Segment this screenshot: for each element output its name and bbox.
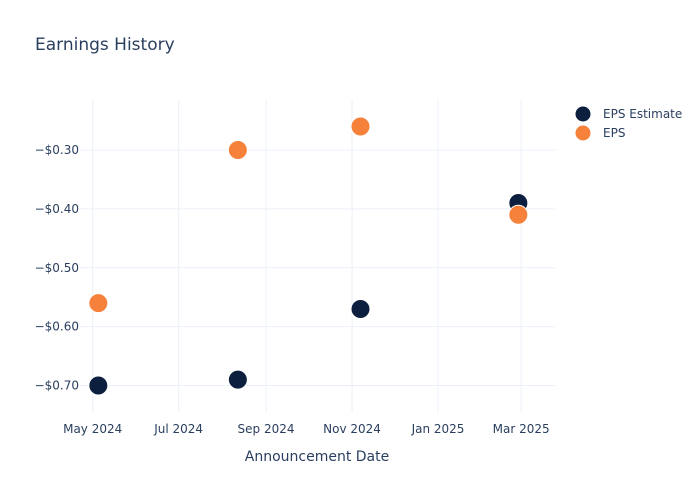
- x-tick-label: Jul 2024: [153, 422, 203, 436]
- legend-marker-eps-estimate: [574, 105, 592, 123]
- x-tick-label: Mar 2025: [493, 422, 550, 436]
- legend-label-eps: EPS: [603, 126, 625, 140]
- legend-marker-eps: [574, 124, 592, 142]
- eps-estimate-point: [350, 298, 371, 319]
- y-tick-labels: −$0.30 −$0.40 −$0.50 −$0.60 −$0.70: [35, 143, 79, 392]
- legend-item-eps-estimate[interactable]: EPS Estimate: [574, 105, 682, 123]
- y-tick-label: −$0.30: [35, 143, 79, 157]
- x-axis-title: Announcement Date: [245, 449, 389, 465]
- legend-label-eps-estimate: EPS Estimate: [603, 107, 682, 121]
- eps-point: [508, 204, 529, 225]
- x-tick-label: Sep 2024: [238, 422, 295, 436]
- legend[interactable]: EPS Estimate EPS: [574, 105, 682, 142]
- y-tick-label: −$0.40: [35, 202, 79, 216]
- eps-point: [350, 116, 371, 137]
- eps-point: [88, 293, 109, 314]
- legend-item-eps[interactable]: EPS: [574, 124, 625, 142]
- x-tick-label: Nov 2024: [323, 422, 381, 436]
- x-tick-label: May 2024: [63, 422, 122, 436]
- eps-estimate-point: [88, 375, 109, 396]
- chart-title: Earnings History: [35, 35, 175, 55]
- y-tick-label: −$0.50: [35, 261, 79, 275]
- y-gridlines: [80, 149, 555, 387]
- x-gridlines: [92, 100, 522, 412]
- eps-estimate-point: [227, 369, 248, 390]
- y-tick-label: −$0.60: [35, 320, 79, 334]
- x-tick-label: Jan 2025: [411, 422, 465, 436]
- y-tick-label: −$0.70: [35, 379, 79, 393]
- data-points: [88, 116, 529, 396]
- x-tick-labels: May 2024 Jul 2024 Sep 2024 Nov 2024 Jan 2025…: [63, 422, 550, 436]
- eps-point: [227, 140, 248, 161]
